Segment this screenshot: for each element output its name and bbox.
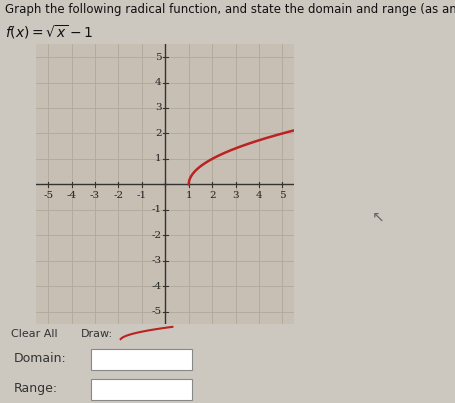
Text: 1: 1 bbox=[185, 191, 192, 200]
FancyBboxPatch shape bbox=[91, 379, 191, 400]
Text: $f(x) = \sqrt{x} - 1$: $f(x) = \sqrt{x} - 1$ bbox=[5, 23, 93, 41]
Text: -5: -5 bbox=[152, 307, 162, 316]
Text: Range:: Range: bbox=[14, 382, 58, 395]
Text: -2: -2 bbox=[152, 231, 162, 240]
Text: -3: -3 bbox=[152, 256, 162, 265]
Text: 2: 2 bbox=[208, 191, 215, 200]
Text: Domain:: Domain: bbox=[14, 352, 66, 365]
Text: -4: -4 bbox=[66, 191, 76, 200]
Text: -5: -5 bbox=[43, 191, 53, 200]
Text: Clear All: Clear All bbox=[11, 329, 58, 339]
Text: 4: 4 bbox=[155, 78, 162, 87]
Text: -2: -2 bbox=[113, 191, 123, 200]
Text: 1: 1 bbox=[155, 154, 162, 163]
Text: 3: 3 bbox=[155, 104, 162, 112]
Text: -1: -1 bbox=[136, 191, 147, 200]
FancyBboxPatch shape bbox=[91, 349, 191, 370]
Text: 4: 4 bbox=[255, 191, 262, 200]
Text: 2: 2 bbox=[155, 129, 162, 138]
Text: Graph the following radical function, and state the domain and range (as an ineq: Graph the following radical function, an… bbox=[5, 3, 455, 16]
Text: ↖: ↖ bbox=[371, 210, 384, 225]
Text: 5: 5 bbox=[278, 191, 285, 200]
Text: 5: 5 bbox=[155, 52, 162, 62]
Text: -3: -3 bbox=[90, 191, 100, 200]
Text: Draw:: Draw: bbox=[80, 329, 112, 339]
Text: -1: -1 bbox=[152, 206, 162, 214]
Text: -4: -4 bbox=[152, 282, 162, 291]
Text: 3: 3 bbox=[232, 191, 238, 200]
